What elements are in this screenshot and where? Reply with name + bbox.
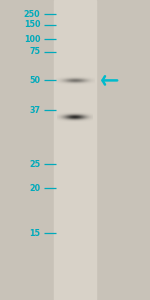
Text: 75: 75: [30, 47, 40, 56]
Text: 150: 150: [24, 20, 40, 29]
Text: 37: 37: [30, 106, 40, 115]
Text: 100: 100: [24, 34, 40, 43]
Text: 15: 15: [30, 229, 40, 238]
Text: 50: 50: [30, 76, 40, 85]
Text: 20: 20: [29, 184, 40, 193]
Text: 25: 25: [29, 160, 40, 169]
Text: 250: 250: [24, 10, 40, 19]
Bar: [54, 0, 96, 300]
